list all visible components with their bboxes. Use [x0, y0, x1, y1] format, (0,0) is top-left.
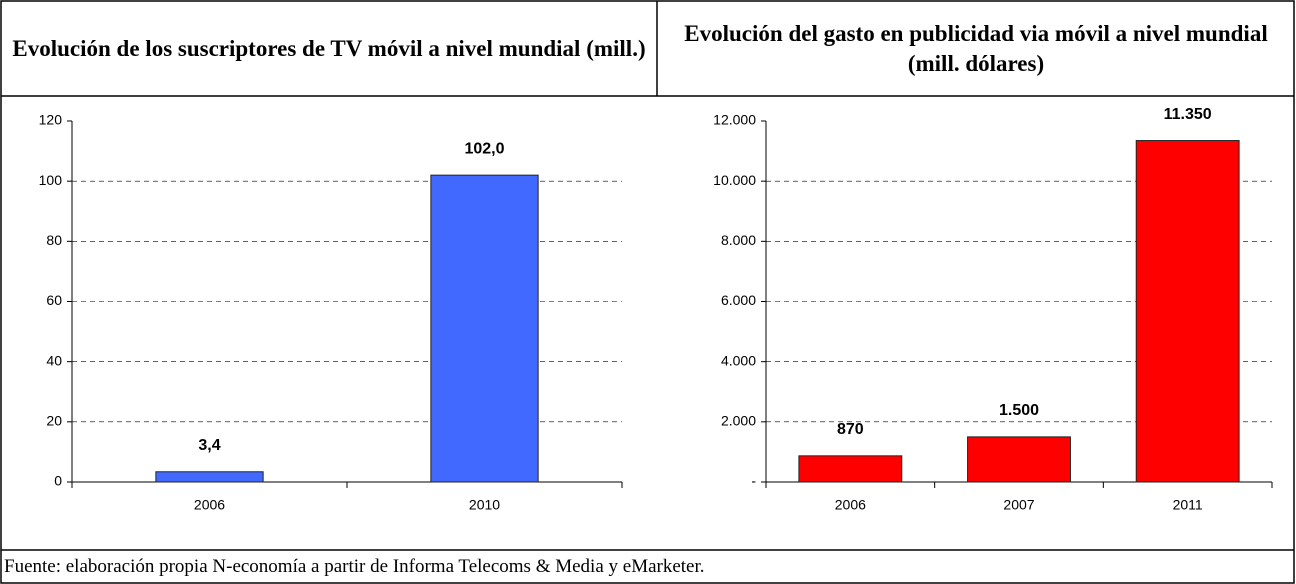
- bar: [798, 455, 903, 483]
- y-tick-label: 100: [39, 172, 63, 188]
- x-tick-label: 2006: [835, 497, 866, 513]
- y-tick-label: 10.000: [713, 172, 756, 188]
- y-tick-label: 0: [54, 473, 62, 489]
- data-label: 870: [837, 421, 864, 438]
- source-note: Fuente: elaboración propia N-economía a …: [4, 556, 705, 577]
- x-tick-label: 2011: [1173, 497, 1203, 513]
- x-tick-label: 2006: [194, 497, 225, 513]
- y-tick-label: 60: [46, 292, 62, 308]
- bar: [155, 471, 264, 483]
- y-tick-label: 80: [46, 232, 62, 248]
- y-tick-label: 2.000: [721, 413, 756, 429]
- data-label: 102,0: [464, 140, 504, 157]
- bar: [1135, 140, 1240, 483]
- data-label: 1.500: [999, 402, 1039, 419]
- y-tick-label: 12.000: [713, 112, 756, 128]
- x-tick-label: 2010: [469, 497, 500, 513]
- y-tick-label: 6.000: [721, 292, 756, 308]
- y-tick-label: -: [751, 473, 756, 489]
- x-tick-label: 2007: [1003, 497, 1034, 513]
- bar: [430, 174, 539, 483]
- y-tick-label: 20: [46, 413, 62, 429]
- chart-title: Evolución del gasto en publicidad via mó…: [684, 20, 1268, 76]
- y-tick-label: 40: [46, 352, 62, 368]
- y-tick-label: 8.000: [721, 232, 756, 248]
- y-tick-label: 4.000: [721, 352, 756, 368]
- y-tick-label: 120: [39, 112, 63, 128]
- data-label: 3,4: [198, 437, 220, 454]
- bar: [967, 436, 1071, 483]
- chart-title: Evolución de los suscriptores de TV móvi…: [12, 35, 646, 61]
- data-label: 11.350: [1164, 106, 1212, 123]
